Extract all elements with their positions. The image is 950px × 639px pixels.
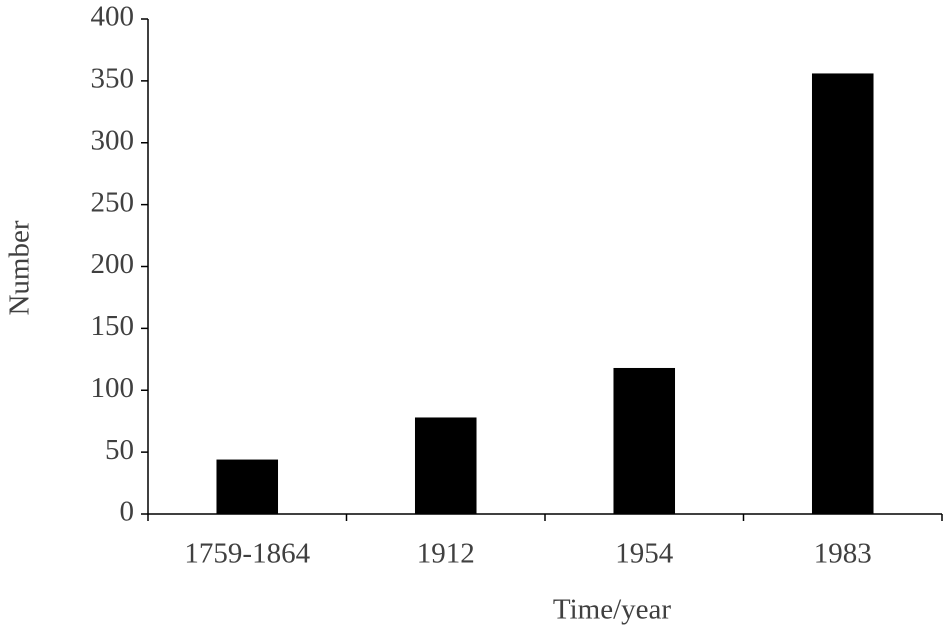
bar [613,367,676,514]
y-tick-label: 350 [91,63,135,95]
x-tick-label: 1983 [814,538,872,570]
y-tick-label: 250 [91,186,135,218]
x-tick-label: 1954 [615,538,674,570]
y-tick-label: 300 [91,124,135,156]
y-tick-label: 0 [120,496,135,528]
y-tick-label: 200 [91,248,135,280]
y-tick-label: 150 [91,310,135,342]
x-tick-label: 1759-1864 [184,538,310,570]
y-tick-label: 50 [105,434,134,466]
bar [216,459,279,514]
y-axis-label: Number [4,220,36,315]
x-axis-label: Time/year [553,594,671,626]
bar [811,73,874,514]
y-tick-label: 100 [91,372,135,404]
bar [414,417,477,514]
x-tick-label: 1912 [417,538,475,570]
y-tick-label: 400 [91,1,135,33]
